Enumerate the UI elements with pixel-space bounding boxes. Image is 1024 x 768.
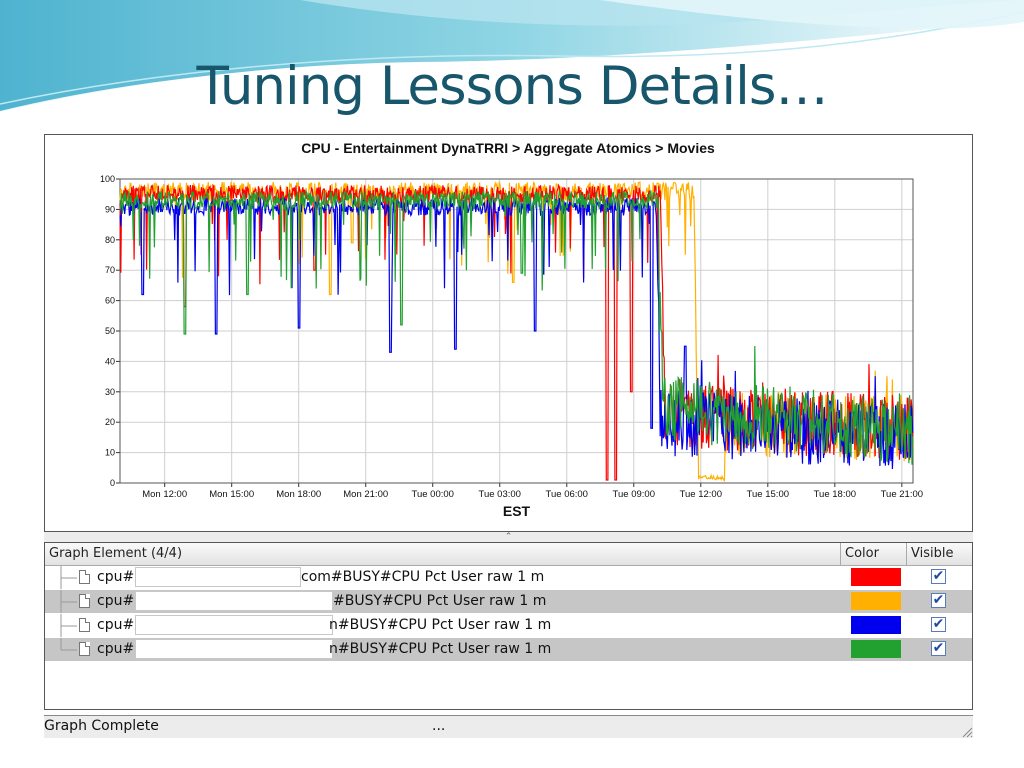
status-text: Graph Complete bbox=[44, 718, 159, 734]
series-line bbox=[119, 195, 914, 470]
panel-splitter[interactable]: ⌃ bbox=[44, 532, 973, 542]
x-tick-label: Tue 18:00 bbox=[814, 489, 856, 500]
y-tick-label: 40 bbox=[105, 356, 115, 366]
table-row[interactable]: cpu# com#BUSY#CPU Pct User raw 1 m ✔ bbox=[45, 566, 972, 589]
x-tick-label: Mon 21:00 bbox=[343, 489, 388, 500]
plot-frame bbox=[119, 178, 914, 484]
x-tick-label: Tue 03:00 bbox=[479, 489, 521, 500]
y-tick-label: 10 bbox=[105, 448, 115, 458]
y-tick-label: 90 bbox=[105, 204, 115, 214]
row-prefix: cpu# bbox=[97, 617, 135, 633]
row-prefix: cpu# bbox=[97, 593, 135, 609]
x-tick-label: Tue 21:00 bbox=[881, 489, 923, 500]
slide-title: Tuning Lessons Details… bbox=[196, 56, 829, 117]
x-tick-label: Mon 12:00 bbox=[142, 489, 187, 500]
redacted-hostname bbox=[135, 591, 333, 611]
cpu-chart: CPU - Entertainment DynaTRRI > Aggregate… bbox=[100, 140, 923, 519]
table-row[interactable]: cpu# #BUSY#CPU Pct User raw 1 m ✔ bbox=[45, 590, 972, 613]
y-tick-label: 80 bbox=[105, 235, 115, 245]
header-wave-banner bbox=[0, 0, 1024, 113]
graph-window: CPU - Entertainment DynaTRRI > Aggregate… bbox=[44, 134, 973, 740]
color-swatch[interactable] bbox=[851, 592, 901, 610]
x-tick-label: Mon 18:00 bbox=[276, 489, 321, 500]
column-header-visible[interactable]: Visible bbox=[911, 546, 954, 561]
table-row[interactable]: cpu# n#BUSY#CPU Pct User raw 1 m ✔ bbox=[45, 614, 972, 637]
document-icon bbox=[79, 570, 90, 584]
x-tick-label: Tue 00:00 bbox=[412, 489, 454, 500]
visible-checkbox[interactable]: ✔ bbox=[931, 592, 946, 608]
x-tick-label: Tue 12:00 bbox=[680, 489, 722, 500]
y-tick-label: 20 bbox=[105, 417, 115, 427]
redacted-hostname bbox=[135, 615, 333, 635]
column-header-graph-element[interactable]: Graph Element (4/4) bbox=[45, 543, 841, 565]
y-tick-label: 100 bbox=[100, 174, 115, 184]
tree-connector-icon bbox=[60, 638, 77, 651]
graph-panel: CPU - Entertainment DynaTRRI > Aggregate… bbox=[44, 134, 973, 532]
visible-checkbox[interactable]: ✔ bbox=[931, 568, 946, 584]
visible-checkbox[interactable]: ✔ bbox=[931, 616, 946, 632]
color-swatch[interactable] bbox=[851, 616, 901, 634]
series-line bbox=[119, 189, 914, 465]
chart-title: CPU - Entertainment DynaTRRI > Aggregate… bbox=[301, 140, 715, 156]
table-header: Graph Element (4/4) Color Visible bbox=[45, 543, 972, 566]
row-prefix: cpu# bbox=[97, 641, 135, 657]
x-tick-label: Mon 15:00 bbox=[209, 489, 254, 500]
document-icon bbox=[79, 618, 90, 632]
row-metric-name: n#BUSY#CPU Pct User raw 1 m bbox=[329, 617, 552, 633]
tree-connector-icon bbox=[60, 566, 77, 589]
tree-connector-icon bbox=[60, 614, 77, 637]
graph-element-table: Graph Element (4/4) Color Visible cpu# co… bbox=[44, 542, 973, 710]
x-tick-label: Tue 15:00 bbox=[747, 489, 789, 500]
x-tick-label: Tue 06:00 bbox=[546, 489, 588, 500]
table-row[interactable]: cpu# n#BUSY#CPU Pct User raw 1 m ✔ bbox=[45, 638, 972, 661]
redacted-hostname bbox=[135, 639, 333, 659]
row-prefix: cpu# bbox=[97, 569, 135, 585]
redacted-hostname bbox=[135, 567, 301, 587]
y-tick-label: 30 bbox=[105, 387, 115, 397]
document-icon bbox=[79, 642, 90, 656]
y-tick-label: 0 bbox=[110, 478, 115, 488]
y-tick-label: 70 bbox=[105, 265, 115, 275]
resize-grip-icon[interactable] bbox=[961, 726, 973, 738]
x-axis-label: EST bbox=[503, 503, 531, 519]
row-metric-name: #BUSY#CPU Pct User raw 1 m bbox=[333, 593, 547, 609]
y-tick-label: 50 bbox=[105, 326, 115, 336]
color-swatch[interactable] bbox=[851, 568, 901, 586]
color-swatch[interactable] bbox=[851, 640, 901, 658]
status-progress-dots: ... bbox=[432, 718, 446, 734]
visible-checkbox[interactable]: ✔ bbox=[931, 640, 946, 656]
status-bar: Graph Complete ... bbox=[44, 715, 973, 738]
column-header-color[interactable]: Color bbox=[841, 543, 907, 565]
y-tick-label: 60 bbox=[105, 296, 115, 306]
x-tick-label: Tue 09:00 bbox=[613, 489, 655, 500]
row-metric-name: n#BUSY#CPU Pct User raw 1 m bbox=[329, 641, 552, 657]
document-icon bbox=[79, 594, 90, 608]
tree-connector-icon bbox=[60, 590, 77, 613]
row-metric-name: com#BUSY#CPU Pct User raw 1 m bbox=[301, 569, 545, 585]
